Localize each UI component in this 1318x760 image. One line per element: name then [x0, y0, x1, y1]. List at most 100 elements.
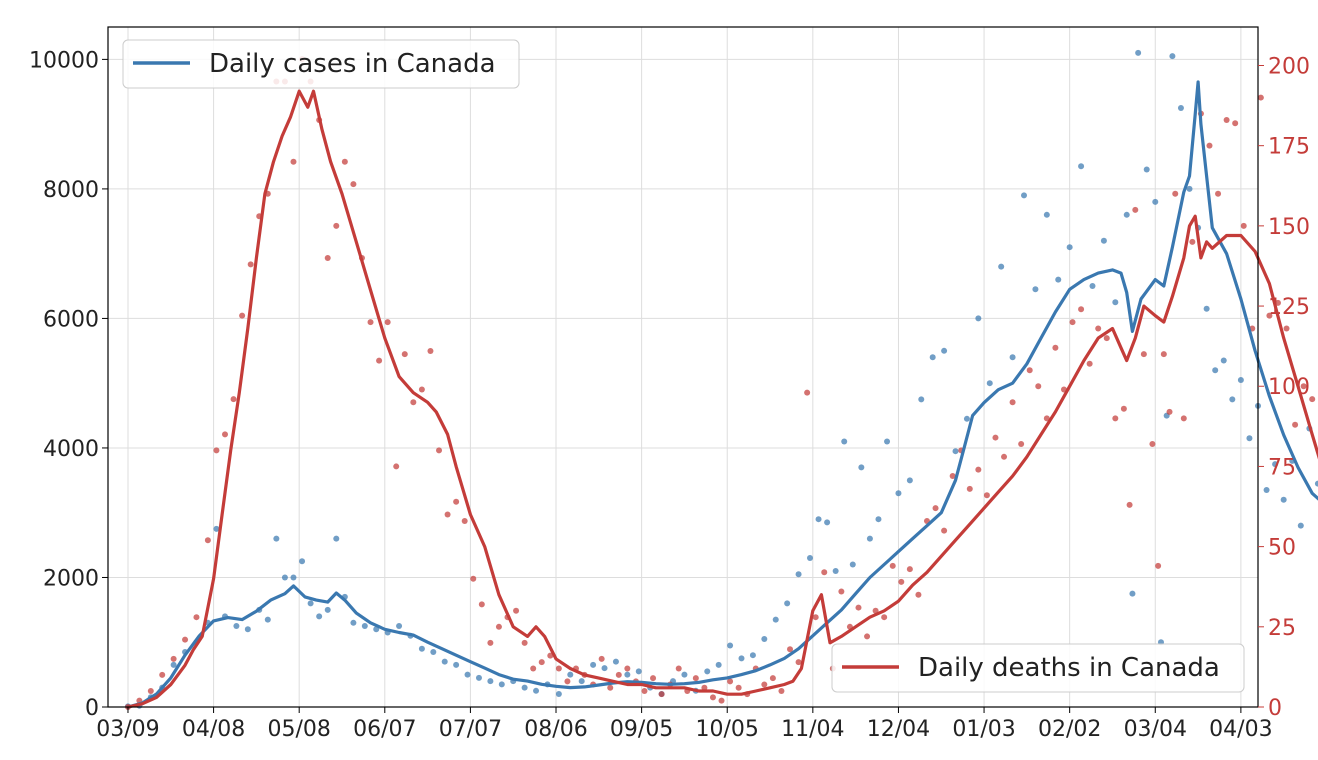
scatter-point — [821, 569, 828, 576]
legend-cases-label: Daily cases in Canada — [209, 49, 496, 79]
scatter-point — [1180, 415, 1187, 422]
scatter-point — [1297, 522, 1304, 529]
scatter-point — [213, 447, 220, 454]
scatter-point — [841, 438, 848, 445]
scatter-point — [299, 558, 306, 565]
scatter-point — [464, 671, 471, 678]
scatter-point — [906, 566, 913, 573]
x-tick-label: 03/09 — [96, 717, 159, 742]
y-tick-label: 4000 — [43, 437, 99, 462]
scatter-point — [350, 619, 357, 626]
scatter-point — [170, 655, 177, 662]
scatter-point — [1149, 440, 1156, 447]
scatter-point — [1257, 94, 1264, 101]
scatter-point — [998, 263, 1005, 270]
scatter-point — [333, 535, 340, 542]
scatter-point — [658, 691, 665, 698]
scatter-point — [1112, 415, 1119, 422]
scatter-point — [244, 626, 251, 633]
scatter-point — [612, 658, 619, 665]
scatter-point — [487, 639, 494, 646]
scatter-point — [715, 661, 722, 668]
scatter-point — [858, 464, 865, 471]
scatter-point — [410, 399, 417, 406]
scatter-point — [738, 655, 745, 662]
scatter-point — [727, 678, 734, 685]
scatter-point — [963, 415, 970, 422]
scatter-point — [230, 396, 237, 403]
scatter-point — [1126, 501, 1133, 508]
scatter-point — [772, 616, 779, 623]
scatter-point — [418, 645, 425, 652]
scatter-point — [932, 505, 939, 512]
x-tick-label: 12/04 — [867, 717, 930, 742]
scatter-point — [983, 492, 990, 499]
scatter-point — [1215, 190, 1222, 197]
scatter-point — [213, 525, 220, 532]
line-series-0 — [126, 80, 1318, 709]
scatter-point — [193, 614, 200, 621]
x-tick-label: 10/05 — [696, 717, 759, 742]
scatter-point — [281, 574, 288, 581]
scatter-point — [881, 614, 888, 621]
scatter-point — [681, 671, 688, 678]
scatter-point — [521, 684, 528, 691]
scatter-point — [1043, 211, 1050, 218]
scatter-point — [1120, 405, 1127, 412]
scatter-point — [1189, 238, 1196, 245]
scatter-point — [1160, 351, 1167, 358]
scatter-point — [1140, 351, 1147, 358]
y2-tick-label: 175 — [1268, 135, 1310, 160]
scatter-point — [949, 473, 956, 480]
scatter-point — [233, 623, 240, 630]
scatter-point — [1018, 440, 1025, 447]
x-tick-label: 07/07 — [439, 717, 502, 742]
legend-deaths-box — [831, 643, 1245, 693]
scatter-point — [1078, 163, 1085, 170]
scatter-point — [804, 389, 811, 396]
plot-frame — [107, 26, 1259, 708]
scatter-point — [635, 668, 642, 675]
scatter-point — [475, 674, 482, 681]
scatter-point — [290, 574, 297, 581]
legend-deaths: Daily deaths in Canada — [831, 643, 1245, 693]
scatter-point — [1129, 590, 1136, 597]
scatter-point — [290, 158, 297, 165]
scatter-point — [624, 671, 631, 678]
scatter-point — [898, 578, 905, 585]
scatter-point — [1237, 376, 1244, 383]
scatter-point — [675, 665, 682, 672]
scatter-point — [1035, 383, 1042, 390]
x-tick-label: 06/07 — [353, 717, 416, 742]
scatter-point — [1143, 166, 1150, 173]
scatter-point — [453, 498, 460, 505]
scatter-point — [533, 687, 540, 694]
scatter-point — [495, 623, 502, 630]
scatter-point — [986, 380, 993, 387]
scatter-point — [1152, 198, 1159, 205]
scatter-point — [555, 691, 562, 698]
scatter-point — [1026, 367, 1033, 374]
y-tick-label: 0 — [85, 696, 99, 721]
scatter-point — [1123, 211, 1130, 218]
scatter-point — [239, 312, 246, 319]
scatter-point — [1177, 104, 1184, 111]
scatter-point — [147, 687, 154, 694]
scatter-point — [1223, 117, 1230, 124]
scatter-point — [1266, 312, 1273, 319]
x-tick-label: 09/05 — [610, 717, 673, 742]
y2-tick-label: 125 — [1268, 295, 1310, 320]
scatter-point — [787, 646, 794, 653]
scatter-point — [778, 687, 785, 694]
scatter-point — [915, 591, 922, 598]
scatter-point — [875, 516, 882, 523]
scatter-point — [1272, 461, 1279, 468]
scatter-point — [1009, 354, 1016, 361]
x-tick-label: 04/03 — [1209, 717, 1272, 742]
scatter-point — [889, 562, 896, 569]
scatter-point — [1103, 335, 1110, 342]
scatter-point — [444, 511, 451, 518]
scatter-point — [182, 636, 189, 643]
scatter-point — [170, 661, 177, 668]
